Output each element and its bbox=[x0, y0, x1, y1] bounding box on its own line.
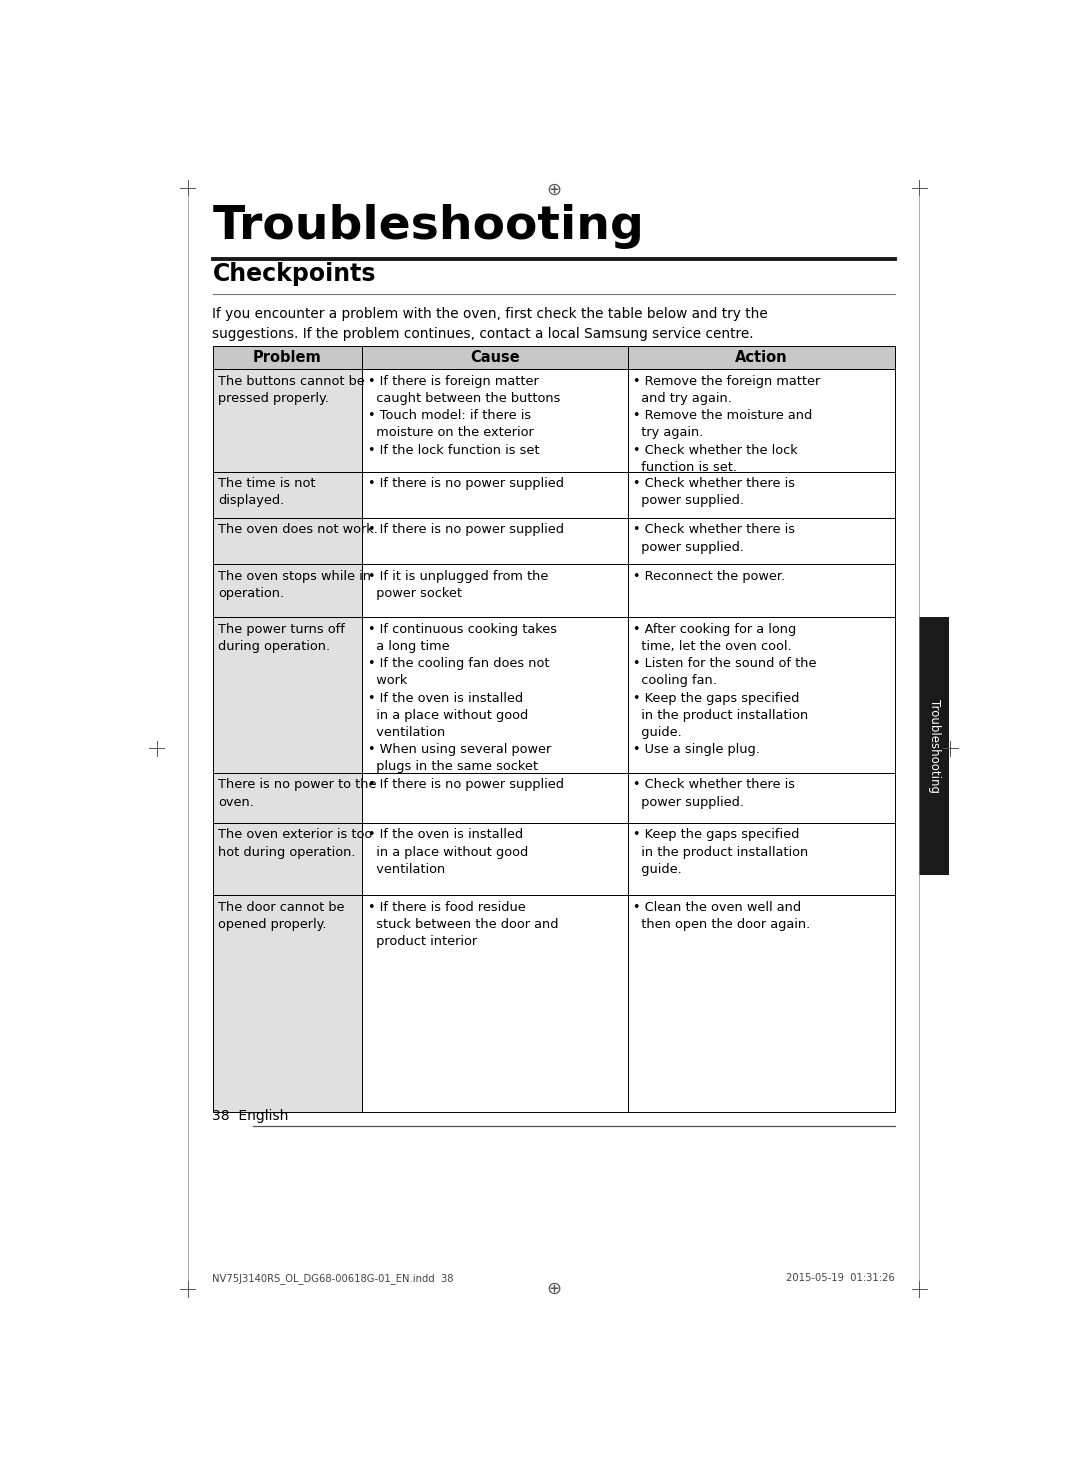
Bar bbox=[213, 618, 362, 773]
Text: The power turns off
during operation.: The power turns off during operation. bbox=[218, 624, 345, 653]
Bar bbox=[362, 896, 627, 1112]
Bar bbox=[213, 347, 362, 369]
Bar bbox=[213, 472, 362, 518]
Text: ⊕: ⊕ bbox=[545, 1280, 562, 1297]
Text: • Check whether there is
  power supplied.: • Check whether there is power supplied. bbox=[633, 523, 795, 554]
Text: ⊕: ⊕ bbox=[545, 181, 562, 198]
Text: Troubleshooting: Troubleshooting bbox=[213, 204, 645, 249]
Text: The oven does not work.: The oven does not work. bbox=[218, 523, 378, 536]
Bar bbox=[362, 472, 627, 518]
Text: • Clean the oven well and
  then open the door again.: • Clean the oven well and then open the … bbox=[633, 900, 811, 932]
Text: • If there is foreign matter
  caught between the buttons
• Touch model: if ther: • If there is foreign matter caught betw… bbox=[367, 375, 559, 456]
Text: • If the oven is installed
  in a place without good
  ventilation: • If the oven is installed in a place wi… bbox=[367, 828, 528, 875]
Text: • If there is no power supplied: • If there is no power supplied bbox=[367, 477, 564, 490]
Text: • If it is unplugged from the
  power socket: • If it is unplugged from the power sock… bbox=[367, 570, 548, 600]
Bar bbox=[362, 823, 627, 896]
Bar bbox=[213, 773, 362, 823]
Text: Action: Action bbox=[734, 351, 787, 366]
Bar bbox=[627, 564, 894, 618]
Text: • If there is no power supplied: • If there is no power supplied bbox=[367, 779, 564, 791]
Text: If you encounter a problem with the oven, first check the table below and try th: If you encounter a problem with the oven… bbox=[213, 307, 768, 341]
Text: • Keep the gaps specified
  in the product installation
  guide.: • Keep the gaps specified in the product… bbox=[633, 828, 809, 875]
Text: The oven stops while in
operation.: The oven stops while in operation. bbox=[218, 570, 370, 600]
Bar bbox=[213, 369, 362, 472]
Bar bbox=[213, 823, 362, 896]
Text: Cause: Cause bbox=[470, 351, 519, 366]
Text: Troubleshooting: Troubleshooting bbox=[928, 699, 941, 794]
Text: • If there is no power supplied: • If there is no power supplied bbox=[367, 523, 564, 536]
Bar bbox=[627, 347, 894, 369]
Text: • Reconnect the power.: • Reconnect the power. bbox=[633, 570, 785, 582]
Text: 2015-05-19  01:31:26: 2015-05-19 01:31:26 bbox=[786, 1274, 894, 1283]
Text: NV75J3140RS_OL_DG68-00618G-01_EN.indd  38: NV75J3140RS_OL_DG68-00618G-01_EN.indd 38 bbox=[213, 1272, 454, 1284]
Bar bbox=[627, 518, 894, 564]
Bar bbox=[362, 369, 627, 472]
Bar bbox=[919, 618, 948, 875]
Text: 38  English: 38 English bbox=[213, 1109, 288, 1123]
Bar bbox=[362, 618, 627, 773]
Bar bbox=[627, 773, 894, 823]
Bar bbox=[362, 347, 627, 369]
Bar bbox=[362, 564, 627, 618]
Text: • Check whether there is
  power supplied.: • Check whether there is power supplied. bbox=[633, 779, 795, 809]
Bar bbox=[627, 472, 894, 518]
Text: • If there is food residue
  stuck between the door and
  product interior: • If there is food residue stuck between… bbox=[367, 900, 558, 948]
Text: Checkpoints: Checkpoints bbox=[213, 262, 376, 286]
Bar bbox=[213, 896, 362, 1112]
Text: The door cannot be
opened properly.: The door cannot be opened properly. bbox=[218, 900, 345, 932]
Text: • After cooking for a long
  time, let the oven cool.
• Listen for the sound of : • After cooking for a long time, let the… bbox=[633, 624, 816, 757]
Bar bbox=[213, 518, 362, 564]
Text: The time is not
displayed.: The time is not displayed. bbox=[218, 477, 315, 508]
Text: There is no power to the
oven.: There is no power to the oven. bbox=[218, 779, 377, 809]
Bar bbox=[362, 518, 627, 564]
Bar bbox=[627, 618, 894, 773]
Bar bbox=[213, 564, 362, 618]
Bar bbox=[627, 896, 894, 1112]
Bar bbox=[362, 773, 627, 823]
Text: The buttons cannot be
pressed properly.: The buttons cannot be pressed properly. bbox=[218, 375, 365, 404]
Text: • If continuous cooking takes
  a long time
• If the cooling fan does not
  work: • If continuous cooking takes a long tim… bbox=[367, 624, 556, 773]
Text: Problem: Problem bbox=[253, 351, 322, 366]
Bar bbox=[627, 369, 894, 472]
Text: The oven exterior is too
hot during operation.: The oven exterior is too hot during oper… bbox=[218, 828, 373, 859]
Text: • Remove the foreign matter
  and try again.
• Remove the moisture and
  try aga: • Remove the foreign matter and try agai… bbox=[633, 375, 821, 474]
Bar bbox=[627, 823, 894, 896]
Text: • Check whether there is
  power supplied.: • Check whether there is power supplied. bbox=[633, 477, 795, 508]
